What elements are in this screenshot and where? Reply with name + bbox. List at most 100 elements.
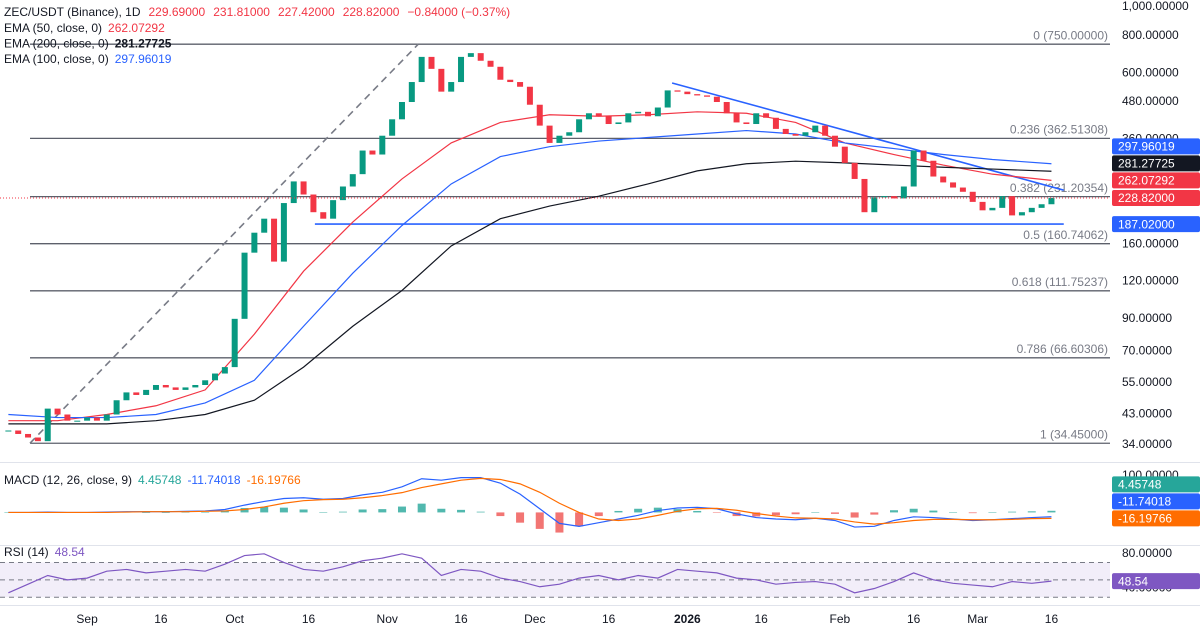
candle — [664, 90, 671, 108]
x-tick-label: Mar — [967, 612, 988, 626]
histogram-bar — [457, 509, 466, 513]
histogram-bar — [181, 512, 190, 513]
histogram-bar — [1008, 511, 1017, 513]
y-tick-label: 80.00000 — [1122, 546, 1172, 560]
legend-value: 48.54 — [55, 545, 85, 559]
candle — [950, 182, 957, 188]
histogram-bar — [575, 512, 584, 527]
candle — [772, 117, 779, 129]
candle — [172, 387, 179, 390]
candle — [517, 82, 524, 87]
candle — [221, 367, 228, 374]
y-tick-label: 600.00000 — [1122, 65, 1179, 79]
y-tick-label: 43.00000 — [1122, 407, 1172, 421]
ohlc-value: 228.82000 — [343, 5, 400, 19]
price-tag-label: 4.45748 — [1118, 478, 1162, 492]
price-tag — [1112, 138, 1200, 155]
legend-name: EMA (50, close, 0) — [4, 21, 102, 35]
price-tag-label: 187.02000 — [1118, 217, 1175, 231]
histogram-bar — [712, 512, 721, 513]
ema-line — [8, 111, 1052, 422]
candle — [152, 384, 159, 390]
ohlc-value: 229.69000 — [148, 5, 205, 19]
y-tick-label: 800.00000 — [1122, 28, 1179, 42]
candle — [704, 95, 711, 97]
legend-value: 4.45748 — [138, 473, 182, 487]
candle — [467, 53, 474, 57]
y-tick-label: 480.00000 — [1122, 94, 1179, 108]
histogram-bar — [161, 512, 170, 513]
candle — [290, 181, 297, 204]
candle — [25, 433, 32, 438]
candle — [526, 86, 533, 105]
price-tag — [1112, 510, 1200, 527]
candle — [1038, 204, 1045, 208]
candle — [34, 437, 41, 442]
candle — [133, 392, 140, 395]
candle — [84, 417, 91, 421]
macd-line — [8, 477, 1052, 525]
fib-label: 0 (750.00000) — [1033, 28, 1108, 42]
candle — [831, 135, 838, 147]
x-tick-label: 16 — [154, 612, 168, 626]
candle — [743, 122, 750, 125]
candle — [644, 111, 651, 117]
histogram-bar — [594, 512, 603, 517]
candle — [999, 196, 1006, 208]
histogram-bar — [634, 508, 643, 513]
candle — [546, 125, 553, 143]
histogram-bar — [968, 512, 977, 514]
candle — [507, 79, 514, 83]
histogram-bar — [791, 512, 800, 515]
histogram-bar — [496, 512, 505, 517]
candle — [280, 203, 287, 262]
price-tag-label: 48.54 — [1118, 574, 1148, 588]
fib-label: 0.236 (362.51308) — [1010, 123, 1108, 137]
price-tag — [1112, 189, 1200, 206]
candle — [300, 181, 307, 195]
candle — [595, 113, 602, 117]
histogram-bar — [142, 512, 151, 513]
legend-item: MACD (12, 26, close, 9) 4.45748 -11.74018-… — [4, 473, 301, 487]
candle — [733, 113, 740, 123]
ema-line — [8, 129, 1052, 419]
ohlc-value: 231.81000 — [213, 5, 270, 19]
candle — [310, 194, 317, 213]
candle — [841, 146, 848, 163]
candle — [398, 102, 405, 120]
price-tag-label: -11.74018 — [1118, 495, 1171, 509]
price-tag-label: 281.27725 — [1118, 157, 1175, 171]
candle — [1018, 212, 1025, 216]
legend-name: MACD (12, 26, close, 9) — [4, 473, 132, 487]
histogram-bar — [378, 509, 387, 513]
candle — [359, 150, 366, 175]
histogram-bar — [870, 512, 879, 515]
candle — [900, 186, 907, 199]
candle — [1028, 207, 1035, 213]
candle — [782, 128, 789, 134]
legend-name: EMA (100, close, 0) — [4, 52, 109, 66]
candle — [1009, 196, 1016, 216]
candle — [989, 207, 996, 211]
y-tick-label: 70.00000 — [1122, 344, 1172, 358]
histogram-bar — [220, 510, 229, 513]
candle — [487, 60, 494, 67]
legend-name: RSI (14) — [4, 545, 49, 559]
candle — [428, 56, 435, 69]
candle — [763, 113, 770, 118]
candle — [251, 232, 258, 253]
candle — [5, 430, 12, 432]
candle — [54, 408, 61, 415]
candle — [113, 400, 120, 415]
histogram-bar — [752, 512, 761, 517]
candle — [241, 252, 248, 319]
candle — [635, 111, 642, 114]
candle — [418, 56, 425, 83]
candle — [369, 150, 376, 155]
rsi-line — [8, 553, 1052, 594]
histogram-bar — [811, 512, 820, 513]
histogram-bar — [338, 511, 347, 513]
ohlc-value: 227.42000 — [278, 5, 335, 19]
legend-value: 281.27725 — [115, 37, 172, 51]
